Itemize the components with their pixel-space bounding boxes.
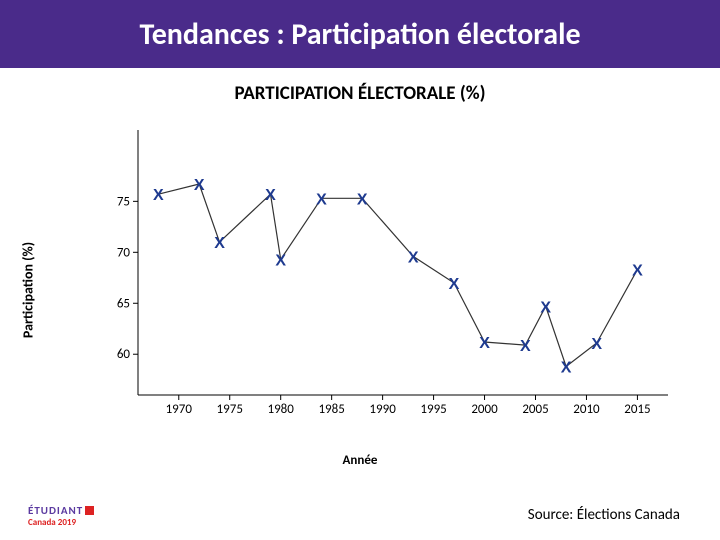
svg-text:2010: 2010 xyxy=(573,402,600,417)
chart-title: PARTICIPATION ÉLECTORALE (%) xyxy=(0,82,720,105)
logo-text: ÉTUDIANT xyxy=(28,504,94,517)
slide-container: Tendances : Participation électorale PAR… xyxy=(0,0,720,540)
svg-text:X: X xyxy=(153,187,164,204)
svg-text:X: X xyxy=(561,359,572,376)
svg-text:X: X xyxy=(591,336,602,353)
svg-text:X: X xyxy=(408,249,419,266)
svg-text:X: X xyxy=(275,252,286,269)
x-axis-label: Année xyxy=(343,453,378,468)
svg-text:75: 75 xyxy=(117,194,130,209)
svg-text:X: X xyxy=(194,177,205,194)
svg-text:1980: 1980 xyxy=(268,402,295,417)
chart-svg: 60 65 70 75 1970 1975 1980 1985 1990 1995 2000 2005… xyxy=(78,120,688,430)
svg-text:65: 65 xyxy=(117,296,130,311)
svg-text:60: 60 xyxy=(117,347,131,362)
svg-text:X: X xyxy=(214,235,225,252)
svg-text:2005: 2005 xyxy=(522,402,548,417)
svg-text:1975: 1975 xyxy=(217,402,243,417)
y-axis-label: Participation (%) xyxy=(20,242,37,338)
source-citation: Source: Élections Canada xyxy=(528,506,680,524)
svg-text:X: X xyxy=(479,335,490,352)
svg-text:70: 70 xyxy=(117,245,131,260)
svg-text:X: X xyxy=(540,299,551,316)
svg-text:1990: 1990 xyxy=(369,402,396,417)
slide-title: Tendances : Participation électorale xyxy=(139,16,580,53)
svg-text:1970: 1970 xyxy=(166,402,193,417)
svg-text:X: X xyxy=(265,187,276,204)
svg-text:2000: 2000 xyxy=(471,402,498,417)
chart-area: Participation (%) Année 60 65 70 75 1970 1975… xyxy=(20,110,700,470)
logo: ÉTUDIANT Canada 2019 xyxy=(28,504,94,528)
logo-sub: Canada 2019 xyxy=(28,517,94,528)
svg-text:X: X xyxy=(449,276,460,293)
plot-region: 60 65 70 75 1970 1975 1980 1985 1990 1995 2000 2005… xyxy=(78,120,688,430)
svg-text:X: X xyxy=(632,263,643,280)
svg-text:1995: 1995 xyxy=(420,402,446,417)
svg-text:X: X xyxy=(357,191,368,208)
svg-text:X: X xyxy=(520,338,531,355)
svg-text:X: X xyxy=(316,191,327,208)
header-bar: Tendances : Participation électorale xyxy=(0,0,720,68)
svg-text:2015: 2015 xyxy=(624,402,650,417)
svg-text:1985: 1985 xyxy=(318,402,344,417)
maple-flag-icon xyxy=(85,506,94,515)
